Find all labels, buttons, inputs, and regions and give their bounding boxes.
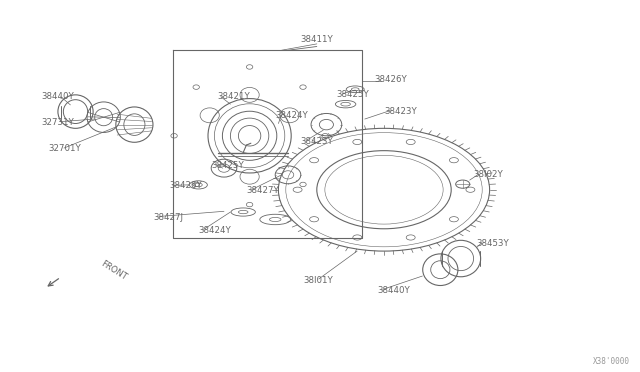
Text: 38424Y: 38424Y <box>198 226 231 235</box>
Text: 38421Y: 38421Y <box>218 92 250 101</box>
Text: 38423Y: 38423Y <box>301 137 333 146</box>
Text: FRONT: FRONT <box>99 259 129 282</box>
Text: 38423Y: 38423Y <box>384 107 417 116</box>
Text: 38426Y: 38426Y <box>374 76 407 84</box>
Text: 38425Y: 38425Y <box>211 161 244 170</box>
Text: 38424Y: 38424Y <box>275 111 308 120</box>
Text: 38440Y: 38440Y <box>378 286 410 295</box>
Text: 38440Y: 38440Y <box>42 92 74 101</box>
Text: 32731Y: 32731Y <box>42 118 74 126</box>
Text: 38411Y: 38411Y <box>300 35 333 44</box>
Text: 38I01Y: 38I01Y <box>304 276 333 285</box>
Text: 38425Y: 38425Y <box>336 90 369 99</box>
Text: 38I02Y: 38I02Y <box>474 170 503 179</box>
Text: X38'0000: X38'0000 <box>593 357 630 366</box>
Text: 38426Y: 38426Y <box>170 182 202 190</box>
Text: 38427J: 38427J <box>154 213 184 222</box>
Text: 38453Y: 38453Y <box>477 239 509 248</box>
Text: 32701Y: 32701Y <box>48 144 81 153</box>
Text: 38427Y: 38427Y <box>246 186 279 195</box>
